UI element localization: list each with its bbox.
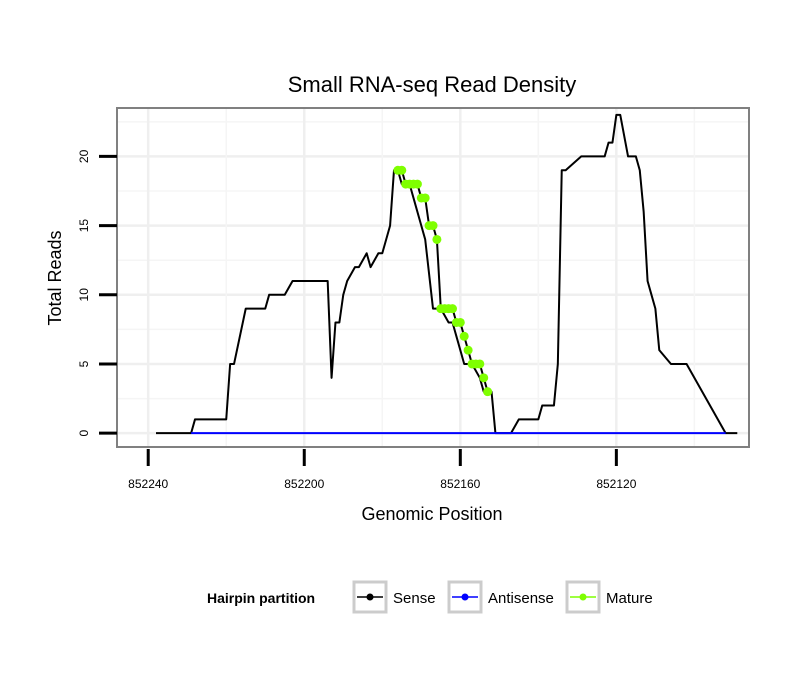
series-layer <box>156 113 738 435</box>
series-sense <box>156 113 738 435</box>
plot-background <box>117 108 749 447</box>
legend-point-antisense <box>461 593 469 601</box>
y-tick-label: 0 <box>77 430 91 437</box>
legend-title: Hairpin partition <box>207 590 315 606</box>
data-point-mature <box>397 165 407 175</box>
y-axis: 0 5 10 15 20 <box>77 149 117 437</box>
data-point-mature <box>475 359 485 369</box>
data-point-mature <box>428 221 438 231</box>
y-tick-label: 15 <box>77 219 91 233</box>
legend-entry-sense: Sense <box>352 580 436 614</box>
data-point-mature <box>463 345 473 355</box>
x-tick-label: 852200 <box>284 477 324 491</box>
legend-point-mature <box>579 593 587 601</box>
x-axis: 852240 852200 852160 852120 <box>128 449 637 491</box>
x-tick-label: 852160 <box>440 477 480 491</box>
legend-label-antisense: Antisense <box>488 590 554 607</box>
data-point-mature <box>432 234 442 244</box>
legend-point-sense <box>366 593 374 601</box>
data-point-mature <box>483 387 493 397</box>
legend-entry-antisense: Antisense <box>447 580 554 614</box>
series-line-sense <box>156 113 738 435</box>
x-tick-label: 852120 <box>596 477 636 491</box>
y-tick-label: 5 <box>77 360 91 367</box>
legend-entry-mature: Mature <box>565 580 653 614</box>
y-axis-label: Total Reads <box>45 230 65 325</box>
data-point-mature <box>459 331 469 341</box>
y-tick-label: 20 <box>77 149 91 163</box>
series-mature <box>393 165 493 397</box>
x-tick-label: 852240 <box>128 477 168 491</box>
y-tick-label: 10 <box>77 288 91 302</box>
data-point-mature <box>420 193 430 203</box>
legend: Hairpin partition Sense Antisense Mature <box>207 580 653 614</box>
legend-label-sense: Sense <box>393 590 436 607</box>
data-point-mature <box>448 304 458 314</box>
data-point-mature <box>412 179 422 189</box>
plot-border <box>116 107 750 448</box>
legend-label-mature: Mature <box>606 590 653 607</box>
data-point-mature <box>479 373 489 383</box>
chart-title: Small RNA-seq Read Density <box>288 72 577 97</box>
data-point-mature <box>455 317 465 327</box>
x-axis-label: Genomic Position <box>361 504 502 524</box>
